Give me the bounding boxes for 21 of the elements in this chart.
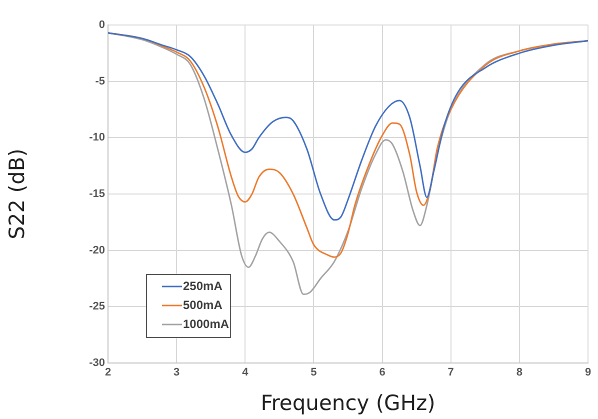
legend-label: 500mA: [183, 298, 223, 312]
legend-label: 250mA: [183, 278, 223, 293]
y-axis-title: S22 (dB): [5, 148, 30, 240]
x-tick-label: 4: [242, 366, 250, 379]
y-tick-label: -20: [89, 244, 105, 256]
x-tick-label: 8: [516, 366, 522, 379]
y-tick-label: -10: [89, 132, 105, 144]
x-tick-label: 7: [448, 366, 454, 379]
y-tick-label: -5: [95, 75, 105, 88]
x-tick-label: 5: [310, 366, 317, 379]
y-tick-label: 0: [98, 19, 105, 32]
x-tick-label: 6: [379, 366, 386, 379]
y-tick-label: -30: [89, 357, 105, 370]
line-series: [108, 32, 588, 221]
x-tick-label: 9: [584, 366, 592, 379]
x-axis-title: Frequency (GHz): [260, 390, 436, 415]
y-tick-label: -25: [89, 300, 105, 313]
y-tick-label: -15: [89, 188, 105, 200]
x-tick-label: 2: [104, 366, 112, 379]
x-tick-label: 3: [174, 366, 180, 379]
legend-label: 1000mA: [183, 316, 230, 331]
